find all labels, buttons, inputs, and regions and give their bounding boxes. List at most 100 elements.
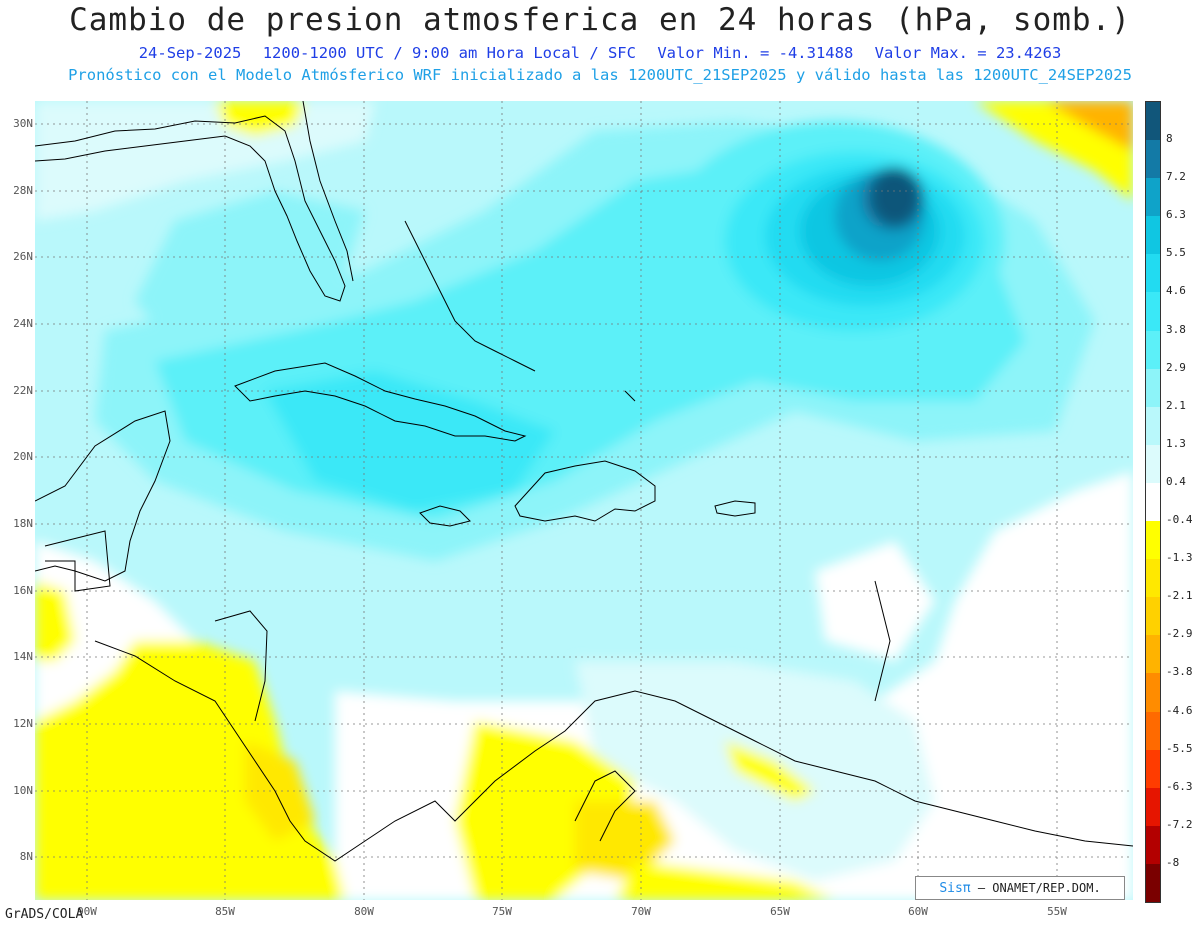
- lat-label: 18N: [13, 517, 33, 530]
- colorbar-label: -1.3: [1166, 551, 1193, 565]
- yucatan-coast: [35, 410, 171, 582]
- cuba-coast: [234, 362, 527, 442]
- colorbar-label: -2.1: [1166, 589, 1193, 603]
- bahamas-islands: [404, 220, 536, 372]
- colorbar-label: -4.6: [1166, 703, 1193, 717]
- colorbar-swatch: [1146, 749, 1160, 788]
- subtitle-line-2: Pronóstico con el Modelo Atmósferico WRF…: [68, 66, 1132, 84]
- forecast-date: 24-Sep-2025: [138, 44, 242, 62]
- coastlines: [35, 101, 1133, 862]
- florida-east-coast: [302, 101, 354, 282]
- graticule: [35, 101, 1133, 900]
- colorbar-label: -7.2: [1166, 817, 1193, 831]
- colorbar-swatch: [1146, 292, 1160, 331]
- colorbar: [1145, 101, 1161, 903]
- jamaica-coast: [419, 505, 471, 527]
- colorbar-swatch: [1146, 711, 1160, 750]
- field-yellow-colombia-inner: [575, 801, 675, 881]
- field-yellow-florida: [215, 101, 305, 136]
- value-min: Valor Min. = -4.31488: [657, 44, 854, 62]
- field-yellow-coast: [725, 741, 815, 801]
- colorbar-swatch: [1146, 254, 1160, 293]
- lon-label: 65W: [770, 905, 790, 918]
- colorbar-label: -2.9: [1166, 627, 1193, 641]
- lon-label: 55W: [1047, 905, 1067, 918]
- turks-caicos: [624, 390, 636, 402]
- colorbar-label: -6.3: [1166, 779, 1193, 793]
- map-canvas: [35, 101, 1133, 900]
- lat-label: 12N: [13, 717, 33, 730]
- footer-grads: GrADS/COLA: [5, 907, 84, 922]
- field-yellow-costa-rica: [245, 741, 315, 841]
- colorbar-swatch: [1146, 673, 1160, 712]
- colorbar-label: 2.9: [1166, 360, 1186, 374]
- lon-label: 60W: [908, 905, 928, 918]
- colorbar-label: 5.5: [1166, 246, 1186, 260]
- lat-label: 26N: [13, 250, 33, 263]
- sis-logo: Sisπ: [939, 881, 971, 896]
- colorbar-swatch: [1146, 787, 1160, 826]
- lat-label: 8N: [19, 850, 33, 863]
- colorbar-label: 7.2: [1166, 170, 1186, 184]
- field-yellow-honduras: [35, 581, 75, 661]
- nicaragua-honduras-coast: [214, 610, 268, 722]
- credit-text: – ONAMET/REP.DOM.: [977, 881, 1101, 895]
- lon-label: 75W: [492, 905, 512, 918]
- field-orange-northeast: [1045, 101, 1133, 151]
- colorbar-swatch: [1146, 559, 1160, 598]
- field-yellow-venezuela: [615, 861, 835, 900]
- colorbar-swatch: [1146, 635, 1160, 674]
- lat-label: 10N: [13, 784, 33, 797]
- shaded-field: [35, 101, 1133, 900]
- lat-label: 14N: [13, 650, 33, 663]
- colorbar-swatch: [1146, 178, 1160, 217]
- pressure-change-map: [35, 101, 1133, 900]
- colorbar-label: 8: [1166, 132, 1173, 146]
- lon-label: 80W: [354, 905, 374, 918]
- lat-label: 20N: [13, 450, 33, 463]
- colorbar-label: -3.8: [1166, 665, 1193, 679]
- lon-label: 90W: [77, 905, 97, 918]
- colorbar-swatch: [1146, 406, 1160, 445]
- florida-gulf-coast: [35, 115, 346, 302]
- forecast-period: 1200-1200 UTC / 9:00 am Hora Local / SFC: [262, 44, 636, 62]
- colorbar-swatch: [1146, 521, 1160, 560]
- hispaniola-coast: [514, 460, 656, 522]
- colorbar-swatch: [1146, 482, 1160, 522]
- field-system-center: [871, 169, 919, 225]
- colorbar-swatch: [1146, 216, 1160, 255]
- colorbar-label: 1.3: [1166, 436, 1186, 450]
- colorbar-label: 3.8: [1166, 322, 1186, 336]
- lon-label: 70W: [631, 905, 651, 918]
- field-white-antilles: [815, 541, 935, 661]
- map-title: Cambio de presion atmosferica en 24 hora…: [69, 2, 1131, 38]
- colorbar-label: 0.4: [1166, 474, 1186, 488]
- colorbar-label: -0.4: [1166, 513, 1193, 527]
- field-cuba-jamaica: [265, 371, 555, 511]
- colorbar-label: -8: [1166, 855, 1180, 869]
- colorbar-swatch: [1146, 444, 1160, 483]
- lesser-antilles: [874, 580, 891, 702]
- lat-label: 28N: [13, 184, 33, 197]
- puerto-rico-coast: [714, 500, 756, 517]
- maracaibo-coast: [574, 770, 636, 842]
- lat-label: 24N: [13, 317, 33, 330]
- colorbar-swatch: [1146, 140, 1160, 179]
- value-max: Valor Max. = 23.4263: [874, 44, 1062, 62]
- colorbar-swatch: [1146, 368, 1160, 407]
- colorbar-label: -5.5: [1166, 741, 1193, 755]
- colorbar-swatch: [1146, 597, 1160, 636]
- colorbar-label: 4.6: [1166, 284, 1186, 298]
- lat-label: 22N: [13, 384, 33, 397]
- colorbar-label: 6.3: [1166, 208, 1186, 222]
- subtitle-line-1: 24-Sep-2025 1200-1200 UTC / 9:00 am Hora…: [0, 44, 1200, 62]
- colorbar-label: 2.1: [1166, 398, 1186, 412]
- lat-label: 30N: [13, 117, 33, 130]
- colorbar-swatch: [1146, 863, 1160, 902]
- lon-label: 85W: [215, 905, 235, 918]
- field-yellow-central-america: [35, 641, 345, 900]
- lat-label: 16N: [13, 584, 33, 597]
- belize-guatemala-border: [44, 530, 111, 592]
- credit-box: Sisπ – ONAMET/REP.DOM.: [915, 876, 1125, 900]
- colorbar-swatch: [1146, 330, 1160, 369]
